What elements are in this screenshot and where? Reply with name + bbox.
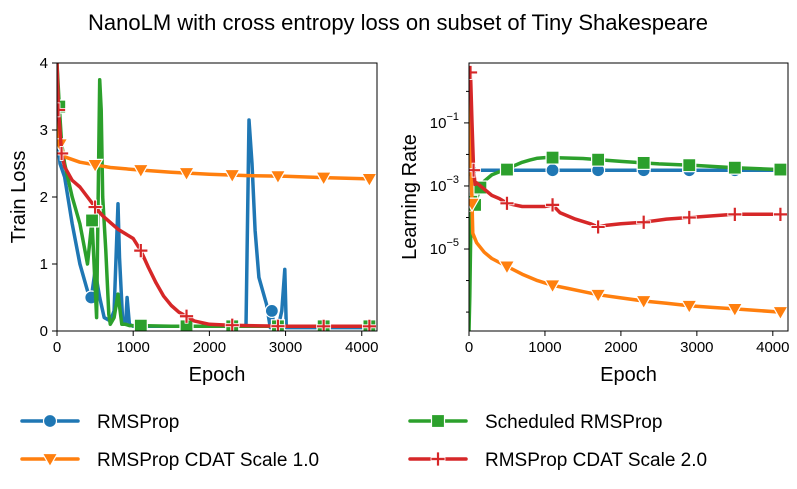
- legend-swatch-marker: [430, 451, 446, 467]
- y-tick-label: 3: [40, 122, 48, 139]
- data-point-rmsprop-cdat-scale-2-0: [727, 206, 743, 222]
- legend-swatch-marker: [42, 413, 58, 429]
- data-point-rmsprop-cdat-scale-1-0: [635, 294, 653, 310]
- plot-frame: [468, 62, 789, 332]
- legend-entry-scheduled-rmsprop: Scheduled RMSProp: [408, 412, 662, 433]
- y-axis-label: Train Loss: [8, 151, 30, 244]
- data-point-rmsprop-cdat-scale-1-0: [469, 197, 481, 213]
- chart-title: NanoLM with cross entropy loss on subset…: [88, 10, 708, 35]
- data-point-rmsprop-cdat-scale-1-0: [86, 158, 104, 174]
- x-tick-label: 3000: [269, 339, 302, 356]
- data-point-rmsprop: [264, 303, 279, 318]
- data-point-rmsprop-cdat-scale-2-0: [469, 65, 478, 80]
- data-point-rmsprop-cdat-scale-1-0: [771, 305, 788, 321]
- data-point-scheduled-rmsprop: [499, 162, 515, 177]
- data-point-rmsprop-cdat-scale-2-0: [681, 210, 697, 225]
- data-point-rmsprop-cdat-scale-1-0: [223, 168, 241, 184]
- data-point-scheduled-rmsprop: [84, 213, 100, 228]
- data-point-rmsprop-cdat-scale-2-0: [57, 146, 69, 161]
- data-point-rmsprop-cdat-scale-1-0: [680, 299, 698, 315]
- legend-label: RMSProp CDAT Scale 2.0: [485, 450, 707, 471]
- x-axis-label: Epoch: [600, 364, 657, 386]
- train-loss-panel: 0 1000 2000 3000 4000 0 1 2 3 4 Epoch Train Loss: [8, 55, 378, 386]
- x-tick-label: 4000: [756, 339, 789, 356]
- y-tick-label: 10−3: [430, 174, 459, 195]
- y-tick-label: 2: [40, 189, 48, 206]
- data-point-rmsprop-cdat-scale-1-0: [589, 288, 607, 304]
- data-point-rmsprop-cdat-scale-2-0: [545, 197, 560, 213]
- x-tick-label: 1000: [117, 339, 150, 356]
- series-line-rmsprop-cdat-scale-1-0: [57, 67, 372, 181]
- y-axis-label: Learning Rate: [399, 134, 421, 260]
- data-point-rmsprop: [545, 163, 560, 178]
- data-point-rmsprop-cdat-scale-2-0: [133, 243, 149, 258]
- data-point-scheduled-rmsprop: [682, 158, 697, 173]
- data-point-rmsprop-cdat-scale-1-0: [498, 260, 516, 276]
- series-group: [469, 65, 788, 331]
- data-point-rmsprop-cdat-scale-1-0: [360, 172, 377, 188]
- data-point-scheduled-rmsprop: [545, 150, 560, 165]
- y-tick-label: 0: [40, 323, 48, 340]
- data-point-scheduled-rmsprop: [133, 318, 148, 331]
- y-tick-label: 10−5: [430, 237, 459, 258]
- x-tick-label: 1000: [528, 339, 561, 356]
- data-point-rmsprop-cdat-scale-2-0: [57, 102, 66, 118]
- legend-entry-rmsprop-cdat-scale-2-0: RMSProp CDAT Scale 2.0: [408, 450, 707, 471]
- data-point-rmsprop-cdat-scale-1-0: [315, 171, 333, 187]
- data-point-rmsprop-cdat-scale-1-0: [269, 169, 287, 185]
- data-point-rmsprop-cdat-scale-1-0: [132, 163, 150, 179]
- data-point-rmsprop-cdat-scale-1-0: [544, 279, 562, 294]
- data-point-rmsprop-cdat-scale-2-0: [469, 162, 481, 178]
- data-point-scheduled-rmsprop: [773, 162, 788, 177]
- legend-label: Scheduled RMSProp: [485, 412, 662, 433]
- data-point-rmsprop-cdat-scale-2-0: [224, 317, 240, 331]
- x-tick-label: 3000: [680, 339, 713, 356]
- legend-entry-rmsprop-cdat-scale-1-0: RMSProp CDAT Scale 1.0: [20, 450, 319, 471]
- x-tick-label: 0: [53, 339, 61, 356]
- data-point-scheduled-rmsprop: [591, 152, 606, 167]
- series-line-rmsprop-cdat-scale-1-0: [469, 83, 783, 314]
- data-point-rmsprop-cdat-scale-2-0: [636, 214, 652, 230]
- x-tick-label: 0: [465, 339, 473, 356]
- x-tick-label: 2000: [604, 339, 637, 356]
- y-tick-label: 10−1: [430, 111, 459, 132]
- x-tick-label: 2000: [193, 339, 226, 356]
- data-point-scheduled-rmsprop: [727, 160, 742, 175]
- legend-swatch-marker: [430, 413, 446, 429]
- data-point-rmsprop-cdat-scale-2-0: [773, 206, 788, 222]
- legend-swatch-marker: [41, 452, 59, 468]
- data-point-rmsprop-cdat-scale-1-0: [177, 166, 196, 182]
- data-point-rmsprop-cdat-scale-2-0: [87, 199, 103, 215]
- data-point-scheduled-rmsprop: [636, 155, 651, 170]
- data-point-rmsprop-cdat-scale-1-0: [726, 302, 744, 318]
- legend-label: RMSProp CDAT Scale 1.0: [97, 450, 319, 471]
- legend: RMSProp Scheduled RMSProp RMSProp CDAT Sca…: [20, 412, 707, 471]
- series-line-rmsprop-cdat-scale-2-0: [469, 67, 783, 229]
- data-point-rmsprop-cdat-scale-2-0: [316, 318, 332, 331]
- plot-frame: [56, 62, 378, 332]
- series-group: [57, 63, 377, 331]
- legend-entry-rmsprop: RMSProp: [20, 412, 179, 433]
- x-tick-label: 4000: [345, 339, 378, 356]
- y-tick-label: 4: [40, 55, 48, 72]
- data-point-rmsprop-cdat-scale-2-0: [270, 318, 286, 331]
- data-point-rmsprop-cdat-scale-2-0: [590, 219, 606, 235]
- data-point-rmsprop-cdat-scale-2-0: [361, 318, 377, 331]
- y-tick-label: 1: [40, 256, 48, 273]
- series-line-scheduled-rmsprop: [57, 63, 372, 329]
- data-point-rmsprop-cdat-scale-2-0: [499, 195, 515, 211]
- legend-label: RMSProp: [97, 412, 179, 433]
- data-point-rmsprop-cdat-scale-2-0: [179, 308, 194, 324]
- learning-rate-panel: 0 1000 2000 3000 4000 10−1 10−3 10−5 Epoch Learni…: [399, 62, 789, 386]
- x-axis-label: Epoch: [189, 364, 246, 386]
